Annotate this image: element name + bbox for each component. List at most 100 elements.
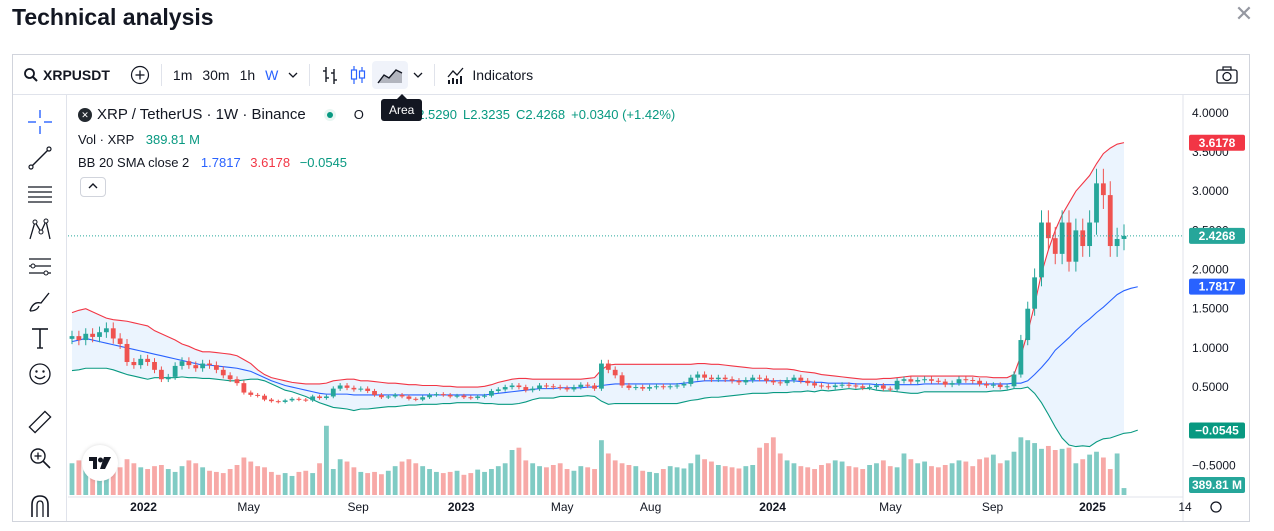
volume-bar xyxy=(550,465,556,495)
settings-gear-icon[interactable] xyxy=(1210,501,1222,513)
volume-bar xyxy=(420,466,426,495)
volume-bar xyxy=(846,466,852,495)
toolbar-separator xyxy=(434,63,436,86)
emoji-tool[interactable] xyxy=(25,359,55,389)
candle-body xyxy=(784,380,790,384)
candle-body xyxy=(255,394,261,396)
volume-bar xyxy=(454,470,460,495)
volume-bar xyxy=(406,459,412,495)
candle-body xyxy=(1045,222,1051,239)
candle-body xyxy=(1039,222,1044,278)
tradingview-logo[interactable] xyxy=(82,445,118,481)
tradingview-logo-icon xyxy=(89,457,111,469)
volume-bar xyxy=(812,469,817,495)
compare-button[interactable] xyxy=(125,61,155,89)
volume-bar xyxy=(310,473,316,495)
price-chart[interactable]: 4.00003.50003.00002.50002.00001.50001.00… xyxy=(68,95,1249,521)
volume-bar xyxy=(860,469,866,495)
indicators-icon xyxy=(447,67,464,84)
volume-bar xyxy=(1052,450,1058,495)
ruler-icon xyxy=(28,410,52,434)
candle-body xyxy=(392,394,398,397)
candle-body xyxy=(702,374,707,378)
candle-body xyxy=(310,396,316,401)
x-tick-label: Aug xyxy=(640,500,661,514)
interval-1m[interactable]: 1m xyxy=(172,66,193,83)
volume-bar xyxy=(124,459,130,495)
volume-label: Vol · XRP xyxy=(78,132,135,147)
legend-low: L2.3235 xyxy=(462,107,510,122)
candle-body xyxy=(977,380,983,384)
candle-body xyxy=(647,387,652,389)
candle-body xyxy=(1066,222,1072,262)
symbol-search-button[interactable]: XRPUSDT xyxy=(13,61,115,89)
candle-body xyxy=(475,396,481,399)
volume-value: 389.81 M xyxy=(145,132,200,147)
candle-body xyxy=(83,333,89,341)
crosshair-tool[interactable] xyxy=(25,107,55,137)
pattern-tool[interactable] xyxy=(25,215,55,245)
close-icon[interactable]: ✕ xyxy=(1234,1,1254,26)
bb-upper-badge xyxy=(1189,134,1245,151)
volume-bar xyxy=(330,469,336,495)
candle-body xyxy=(248,392,254,395)
volume-bar xyxy=(131,463,137,495)
interval-dropdown-button[interactable] xyxy=(283,61,303,89)
x-tick-label: 2023 xyxy=(448,500,475,514)
candle-chart-type-button[interactable] xyxy=(344,61,372,89)
fib-tool[interactable] xyxy=(25,179,55,209)
candle-body xyxy=(317,396,322,399)
volume-bar xyxy=(1039,448,1044,495)
candle-body xyxy=(1087,222,1093,247)
candle-body xyxy=(750,377,756,381)
y-tick-label: 1.5000 xyxy=(1192,302,1229,316)
screenshot-button[interactable] xyxy=(1211,61,1243,89)
interval-w[interactable]: W xyxy=(265,66,279,83)
candle-body xyxy=(152,361,157,370)
candle-body xyxy=(282,400,288,402)
chevron-down-icon xyxy=(413,72,423,78)
volume-bar xyxy=(544,467,549,495)
volume-bar xyxy=(743,466,749,495)
search-icon xyxy=(24,67,38,82)
candle-body xyxy=(654,386,659,388)
y-tick-label: 1.0000 xyxy=(1192,341,1229,355)
zoom-tool[interactable] xyxy=(25,443,55,473)
volume-bar xyxy=(977,459,983,495)
volume-bar xyxy=(1073,463,1079,495)
candle-body xyxy=(743,380,749,383)
candle-body xyxy=(777,382,783,384)
x-tick-label: 14 xyxy=(1178,500,1192,514)
volume-bar xyxy=(1121,488,1127,495)
page-title: Technical analysis xyxy=(12,4,214,30)
volume-bar xyxy=(413,463,419,495)
y-tick-label: 3.0000 xyxy=(1192,184,1229,198)
bb-upper-line xyxy=(71,142,1125,388)
volume-bar xyxy=(323,425,329,495)
interval-30m[interactable]: 30m xyxy=(202,66,230,83)
candle-body xyxy=(722,377,728,380)
interval-1h[interactable]: 1h xyxy=(239,66,256,83)
volume-legend: Vol · XRP 389.81 M xyxy=(78,132,200,147)
brush-tool[interactable] xyxy=(25,287,55,317)
area-chart-type-button[interactable] xyxy=(372,60,409,89)
candle-body xyxy=(440,394,446,396)
candle-body xyxy=(970,380,976,382)
volume-bar xyxy=(825,463,831,495)
candle-body xyxy=(956,379,962,384)
candle-body xyxy=(103,328,109,333)
candle-body xyxy=(509,385,515,388)
measure-tool[interactable] xyxy=(25,407,55,437)
bar-chart-type-button[interactable] xyxy=(316,61,344,89)
prediction-tool[interactable] xyxy=(25,251,55,281)
magnet-tool[interactable] xyxy=(25,491,55,521)
collapse-legend-button[interactable] xyxy=(80,177,106,197)
volume-bar xyxy=(475,469,481,495)
trend-line-tool[interactable] xyxy=(25,143,55,173)
chart-type-dropdown-button[interactable] xyxy=(408,61,428,89)
indicators-button[interactable]: Indicators xyxy=(441,61,538,89)
text-tool[interactable] xyxy=(25,323,55,353)
volume-bar xyxy=(819,465,824,495)
candle-body xyxy=(468,397,474,399)
chart-area[interactable]: 4.00003.50003.00002.50002.00001.50001.00… xyxy=(68,94,1249,521)
